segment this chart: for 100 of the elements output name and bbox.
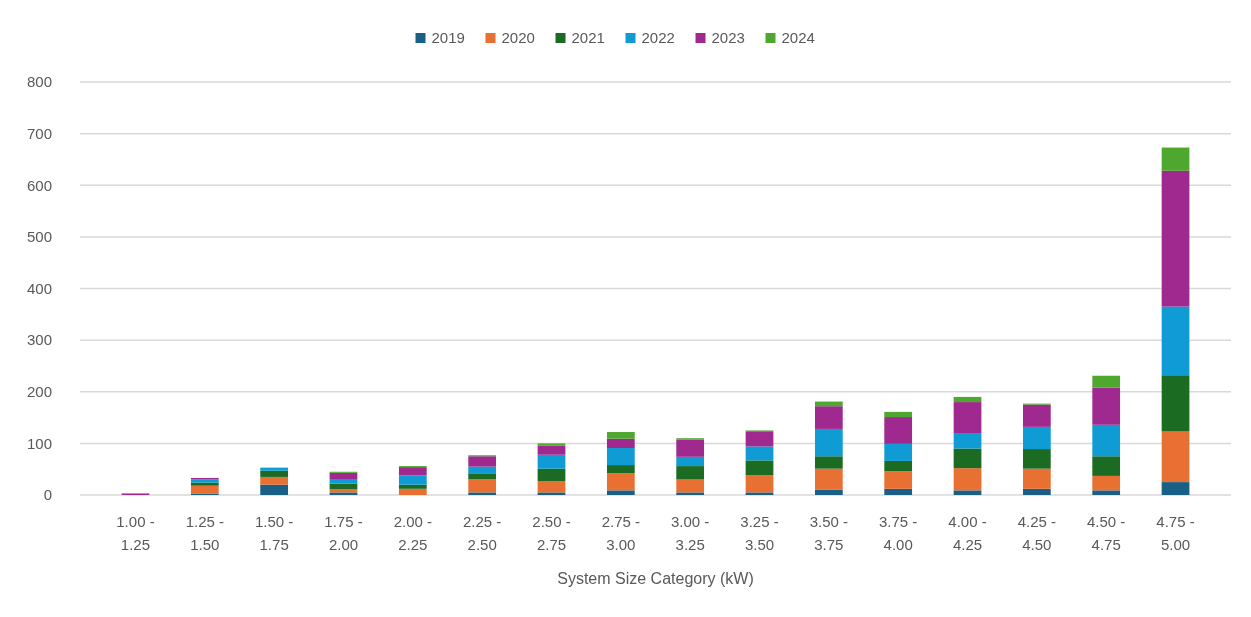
bar xyxy=(1161,147,1190,171)
y-tick-label: 300 xyxy=(26,331,52,349)
legend-label: 2023 xyxy=(711,29,745,47)
bar xyxy=(814,489,843,495)
bar xyxy=(676,479,705,493)
x-tick-label: 1.25 - 1.50 xyxy=(185,513,224,553)
x-tick-label: 4.75 - 5.00 xyxy=(1156,513,1195,553)
bar xyxy=(953,402,982,434)
bar xyxy=(190,485,219,494)
bar xyxy=(1161,170,1190,307)
bar xyxy=(676,456,705,467)
bar xyxy=(1161,431,1190,483)
x-tick-label: 1.00 - 1.25 xyxy=(116,513,155,553)
x-tick-label: 3.25 - 3.50 xyxy=(740,513,779,553)
bar xyxy=(606,490,635,495)
bar xyxy=(468,473,497,479)
bar xyxy=(953,468,982,491)
bar xyxy=(1161,482,1190,495)
y-tick-label: 700 xyxy=(26,124,52,142)
x-tick-label: 3.00 - 3.25 xyxy=(670,513,710,553)
bar xyxy=(398,488,427,495)
bar xyxy=(398,484,427,489)
bar xyxy=(606,465,635,474)
bar xyxy=(1092,490,1121,495)
bar xyxy=(606,438,635,449)
bar xyxy=(1022,488,1051,495)
x-tick-label: 1.75 - 2.00 xyxy=(324,513,363,553)
bar xyxy=(1092,375,1121,388)
bar xyxy=(814,456,843,469)
bar xyxy=(537,492,566,495)
bar xyxy=(953,433,982,449)
bar xyxy=(676,466,705,480)
bar xyxy=(468,479,497,493)
bar xyxy=(329,472,358,479)
bar xyxy=(884,460,913,472)
x-tick-label: 1.50 - 1.75 xyxy=(254,513,294,553)
y-tick-label: 0 xyxy=(43,486,52,504)
legend-label: 2021 xyxy=(571,29,605,47)
bar xyxy=(884,411,913,418)
legend-label: 2019 xyxy=(431,29,465,47)
y-tick-label: 100 xyxy=(26,434,52,452)
bar xyxy=(537,481,566,493)
x-tick-label: 4.50 - 4.75 xyxy=(1087,513,1126,553)
bar xyxy=(329,479,358,484)
bar xyxy=(814,406,843,429)
x-tick-label: 4.00 - 4.25 xyxy=(948,513,987,553)
bar xyxy=(606,432,635,439)
bar xyxy=(1161,306,1190,376)
x-axis-title: System Size Category (kW) xyxy=(557,570,754,587)
bar xyxy=(260,467,289,471)
bar xyxy=(468,466,497,474)
bar xyxy=(1092,387,1121,425)
bar xyxy=(745,475,774,493)
bar xyxy=(260,470,289,477)
bar xyxy=(537,468,566,482)
bar xyxy=(814,468,843,490)
bar xyxy=(1092,475,1121,491)
bar xyxy=(884,488,913,495)
y-tick-label: 500 xyxy=(26,228,52,246)
x-tick-label: 2.50 - 2.75 xyxy=(532,513,571,553)
bar xyxy=(1022,404,1051,427)
x-tick-label: 2.00 - 2.25 xyxy=(393,513,432,553)
bar xyxy=(1161,375,1190,432)
bar xyxy=(1022,449,1051,469)
bar xyxy=(537,443,566,446)
bar xyxy=(606,473,635,491)
x-tick-label: 2.75 - 3.00 xyxy=(601,513,641,553)
bar xyxy=(468,492,497,495)
bar xyxy=(537,445,566,455)
bar xyxy=(953,490,982,495)
bar xyxy=(814,428,843,457)
bar xyxy=(260,484,289,495)
y-tick-label: 800 xyxy=(26,73,52,91)
bar xyxy=(1022,426,1051,450)
legend-label: 2020 xyxy=(501,29,535,47)
bar xyxy=(884,417,913,444)
y-tick-label: 600 xyxy=(26,176,52,194)
bar xyxy=(884,471,913,489)
y-tick-label: 200 xyxy=(26,383,52,400)
bar xyxy=(953,448,982,469)
bar xyxy=(468,456,497,467)
bar xyxy=(1092,456,1121,476)
bar xyxy=(398,467,427,476)
bar xyxy=(537,454,566,469)
bar xyxy=(260,476,289,485)
bar xyxy=(398,475,427,485)
bar xyxy=(745,492,774,495)
bar xyxy=(606,448,635,466)
legend-label: 2022 xyxy=(641,29,675,47)
bar xyxy=(1022,468,1051,489)
bar xyxy=(745,460,774,476)
bar xyxy=(953,396,982,403)
bar xyxy=(745,446,774,461)
bar xyxy=(1092,424,1121,457)
x-tick-label: 3.75 - 4.00 xyxy=(879,513,918,553)
legend-label: 2024 xyxy=(781,29,815,47)
bar xyxy=(884,443,913,461)
x-tick-label: 3.50 - 3.75 xyxy=(809,513,849,553)
bar xyxy=(676,492,705,495)
y-tick-label: 400 xyxy=(26,279,52,297)
